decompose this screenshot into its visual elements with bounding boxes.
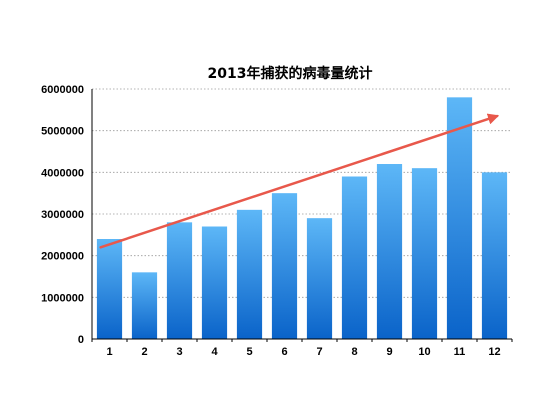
y-tick-label: 1000000 [41, 292, 84, 304]
bar-5 [236, 209, 263, 339]
x-tick-label: 8 [351, 346, 357, 358]
bar-4 [201, 226, 228, 339]
x-tick-label: 12 [488, 346, 500, 358]
x-tick-label: 4 [211, 346, 218, 358]
y-tick-label: 2000000 [41, 251, 84, 263]
bar-1 [96, 239, 123, 339]
bar-6 [271, 193, 298, 339]
x-axis-tick-labels: 1 2 3 4 5 6 7 8 9 10 11 12 [106, 346, 500, 358]
x-tick-label: 7 [316, 346, 322, 358]
bars [96, 97, 508, 339]
x-tick-label: 10 [418, 346, 430, 358]
axes [91, 89, 513, 342]
gridlines [92, 88, 512, 298]
trend-arrow [99, 113, 500, 249]
chart-title: 2013年捕获的病毒量统计 [208, 65, 373, 82]
y-tick-label: 6000000 [41, 84, 84, 96]
bar-2 [131, 272, 158, 339]
bar-7 [306, 218, 333, 339]
y-tick-label: 5000000 [41, 126, 84, 138]
bar-3 [166, 222, 193, 339]
x-tick-label: 11 [454, 346, 466, 358]
x-tick-label: 3 [176, 346, 182, 358]
y-tick-label: 3000000 [41, 209, 84, 221]
x-tick-label: 5 [246, 346, 252, 358]
bar-11 [446, 97, 473, 339]
x-tick-label: 9 [386, 346, 392, 358]
y-tick-label: 4000000 [41, 167, 84, 179]
bar-9 [376, 164, 403, 339]
x-tick-label: 6 [281, 346, 287, 358]
bar-10 [411, 168, 438, 339]
bar-8 [341, 176, 368, 339]
bar-12 [481, 172, 508, 339]
trend-arrow-group [99, 113, 500, 249]
y-axis-tick-labels: 0 1000000 2000000 3000000 4000000 5000000 6000… [41, 84, 84, 346]
x-tick-label: 1 [106, 346, 112, 358]
x-tick-label: 2 [141, 346, 147, 358]
y-tick-label: 0 [78, 334, 84, 346]
